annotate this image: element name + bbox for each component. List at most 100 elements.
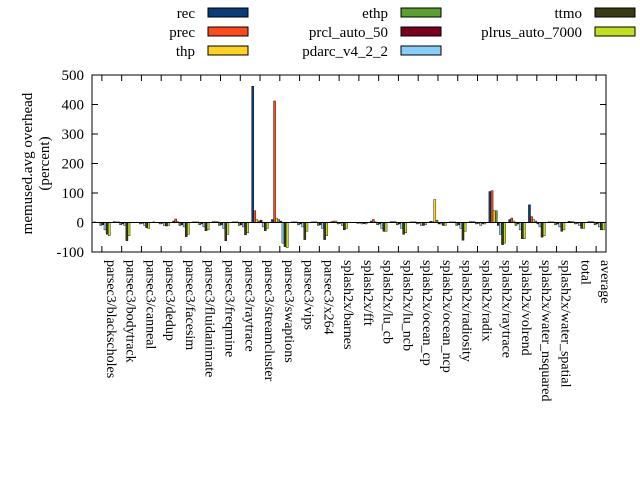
legend-label-rec: rec <box>177 6 196 22</box>
bar-plrus-auto-7000-parsec3-fluidanimate <box>206 222 210 231</box>
bar-plrus-auto-7000-splash2x-water-nsquared <box>542 222 546 236</box>
x-tick-label-splash2x-water-spatial: splash2x/water_spatial <box>558 260 573 388</box>
bar-ttmo-splash2x-lu-cb <box>382 222 386 232</box>
bar-pdarc-v4-2-2-splash2x-volrend <box>518 222 522 231</box>
bar-thp-splash2x-ocean-ncp <box>433 199 437 223</box>
x-tick-label-splash2x-raytrace: splash2x/raytrace <box>498 260 513 358</box>
bar-plrus-auto-7000-parsec3-bodytrack <box>127 222 131 236</box>
bar-prec-parsec3-streamcluster <box>253 210 257 223</box>
legend-swatch-pdarc-v4-2-2 <box>400 45 442 56</box>
bar-plrus-auto-7000-splash2x-water-spatial <box>562 222 566 231</box>
bar-ttmo-splash2x-volrend <box>521 222 524 239</box>
bar-ttmo-parsec3-raytrace <box>244 222 247 236</box>
bar-pdarc-v4-2-2-parsec3-fluidanimate <box>202 222 206 228</box>
x-tick-label-parsec3-x264: parsec3/x264 <box>320 260 335 335</box>
y-tick-label: 500 <box>62 68 85 84</box>
bar-pdarc-v4-2-2-parsec3-freqmine <box>222 222 225 229</box>
y-axis-title-line: memused.avg overhead <box>20 92 36 234</box>
bar-ttmo-parsec3-canneal <box>145 222 148 229</box>
bar-ttmo-splash2x-raytrace <box>501 222 504 245</box>
bar-thp-splash2x-raytrace <box>492 210 496 223</box>
legend-label-plrus-auto-7000: plrus_auto_7000 <box>481 25 582 41</box>
legend-swatch-prcl-auto-50 <box>400 26 442 37</box>
y-axis-title: memused.avg overhead(percent) <box>20 92 53 234</box>
x-tick-label-parsec3-vips: parsec3/vips <box>301 260 316 330</box>
legend-swatch-prec <box>207 26 249 37</box>
x-tick-label-parsec3-streamcluster: parsec3/streamcluster <box>261 260 276 382</box>
bar-plrus-auto-7000-splash2x-radiosity <box>463 222 467 232</box>
x-tick-label-splash2x-lu-cb: splash2x/lu_cb <box>380 260 395 344</box>
bar-ttmo-parsec3-streamcluster <box>264 222 267 231</box>
bar-plrus-auto-7000-total <box>582 222 585 229</box>
legend-swatch-ttmo <box>594 7 636 18</box>
x-tick-label-splash2x-volrend: splash2x/volrend <box>518 260 533 356</box>
bar-plrus-auto-7000-splash2x-volrend <box>523 222 526 239</box>
legend-swatch-rec <box>207 7 249 18</box>
bar-ethp-splash2x-raytrace <box>494 210 498 223</box>
bar-ttmo-total <box>580 222 583 229</box>
x-tick-label-splash2x-barnes: splash2x/barnes <box>340 260 355 349</box>
y-tick-label: 100 <box>62 186 85 202</box>
legend-label-pdarc-v4-2-2: pdarc_v4_2_2 <box>302 44 388 60</box>
y-tick-label: 400 <box>62 98 85 114</box>
x-tick-label-average: average <box>597 260 612 304</box>
x-tick-label-splash2x-ocean-cp: splash2x/ocean_cp <box>419 260 434 366</box>
bar-prec-splash2x-raytrace <box>490 190 494 223</box>
bar-ttmo-splash2x-lu-ncb <box>402 222 405 235</box>
x-ticks: parsec3/blackscholes parsec3/bodytrack par… <box>101 75 612 402</box>
bar-prec-parsec3-facesim <box>174 218 177 223</box>
x-tick-label-total: total <box>577 260 592 285</box>
bar-prec-splash2x-water-nsquared <box>530 216 533 223</box>
bar-plrus-auto-7000-splash2x-lu-cb <box>384 222 388 232</box>
bar-ttmo-parsec3-blackscholes <box>105 222 109 235</box>
x-tick-label-splash2x-radiosity: splash2x/radiosity <box>459 260 474 362</box>
bar-ttmo-parsec3-swaptions <box>283 222 287 247</box>
bar-ttmo-parsec3-freqmine <box>224 222 227 241</box>
bar-plrus-auto-7000-parsec3-swaptions <box>285 222 289 248</box>
bar-pdarc-v4-2-2-parsec3-raytrace <box>242 222 245 228</box>
bar-ttmo-splash2x-water-nsquared <box>540 222 544 238</box>
bar-ttmo-parsec3-vips <box>303 222 307 240</box>
x-tick-label-parsec3-fluidanimate: parsec3/fluidanimate <box>202 260 217 377</box>
bar-prec-splash2x-volrend <box>510 217 514 223</box>
x-tick-label-splash2x-fft: splash2x/fft <box>360 260 375 326</box>
bar-prec-parsec3-swaptions <box>273 100 276 223</box>
bar-ttmo-splash2x-water-spatial <box>560 222 564 232</box>
y-axis-title-line: (percent) <box>37 136 53 190</box>
legend-swatch-plrus-auto-7000 <box>594 26 636 37</box>
x-tick-label-parsec3-freqmine: parsec3/freqmine <box>222 260 237 357</box>
bar-ttmo-parsec3-bodytrack <box>125 222 129 241</box>
bar-ttmo-parsec3-facesim <box>184 222 188 237</box>
bar-ttmo-splash2x-radiosity <box>461 222 465 241</box>
bar-plrus-auto-7000-splash2x-lu-ncb <box>404 222 408 234</box>
legend-label-ttmo: ttmo <box>554 6 582 22</box>
bars <box>93 86 605 248</box>
x-tick-label-parsec3-blackscholes: parsec3/blackscholes <box>103 260 118 378</box>
y-tick-label: 300 <box>62 127 85 143</box>
bar-plrus-auto-7000-parsec3-freqmine <box>226 222 230 235</box>
legend: rec prec thp ethp prcl_auto_50 pdarc_v4_2_2 tt… <box>169 6 636 60</box>
y-axis-label: memused.avg overhead(percent) <box>20 92 53 234</box>
bar-pdarc-v4-2-2-splash2x-lu-cb <box>380 222 384 229</box>
bar-plrus-auto-7000-parsec3-blackscholes <box>107 222 111 236</box>
bar-plrus-auto-7000-parsec3-canneal <box>147 222 151 229</box>
bar-ttmo-splash2x-barnes <box>343 222 346 231</box>
x-tick-label-parsec3-raytrace: parsec3/raytrace <box>241 260 256 352</box>
x-tick-label-parsec3-swaptions: parsec3/swaptions <box>281 260 296 363</box>
x-tick-label-splash2x-radix: splash2x/radix <box>479 260 494 342</box>
bar-rec-splash2x-raytrace <box>488 191 492 223</box>
bar-pdarc-v4-2-2-parsec3-blackscholes <box>103 222 107 231</box>
bar-plrus-auto-7000-parsec3-x264 <box>325 222 328 236</box>
bar-pdarc-v4-2-2-splash2x-water-nsquared <box>538 222 542 228</box>
bar-ttmo-average <box>600 222 603 231</box>
bar-pdarc-v4-2-2-splash2x-lu-ncb <box>400 222 403 229</box>
legend-label-ethp: ethp <box>362 6 388 22</box>
legend-swatch-ethp <box>400 7 442 18</box>
bar-rec-parsec3-streamcluster <box>251 86 254 223</box>
legend-label-prec: prec <box>169 25 195 41</box>
bar-pdarc-v4-2-2-average <box>598 222 601 228</box>
bar-pdarc-v4-2-2-parsec3-streamcluster <box>261 222 265 228</box>
y-tick-label: -100 <box>57 245 85 261</box>
x-tick-label-parsec3-bodytrack: parsec3/bodytrack <box>123 260 138 363</box>
